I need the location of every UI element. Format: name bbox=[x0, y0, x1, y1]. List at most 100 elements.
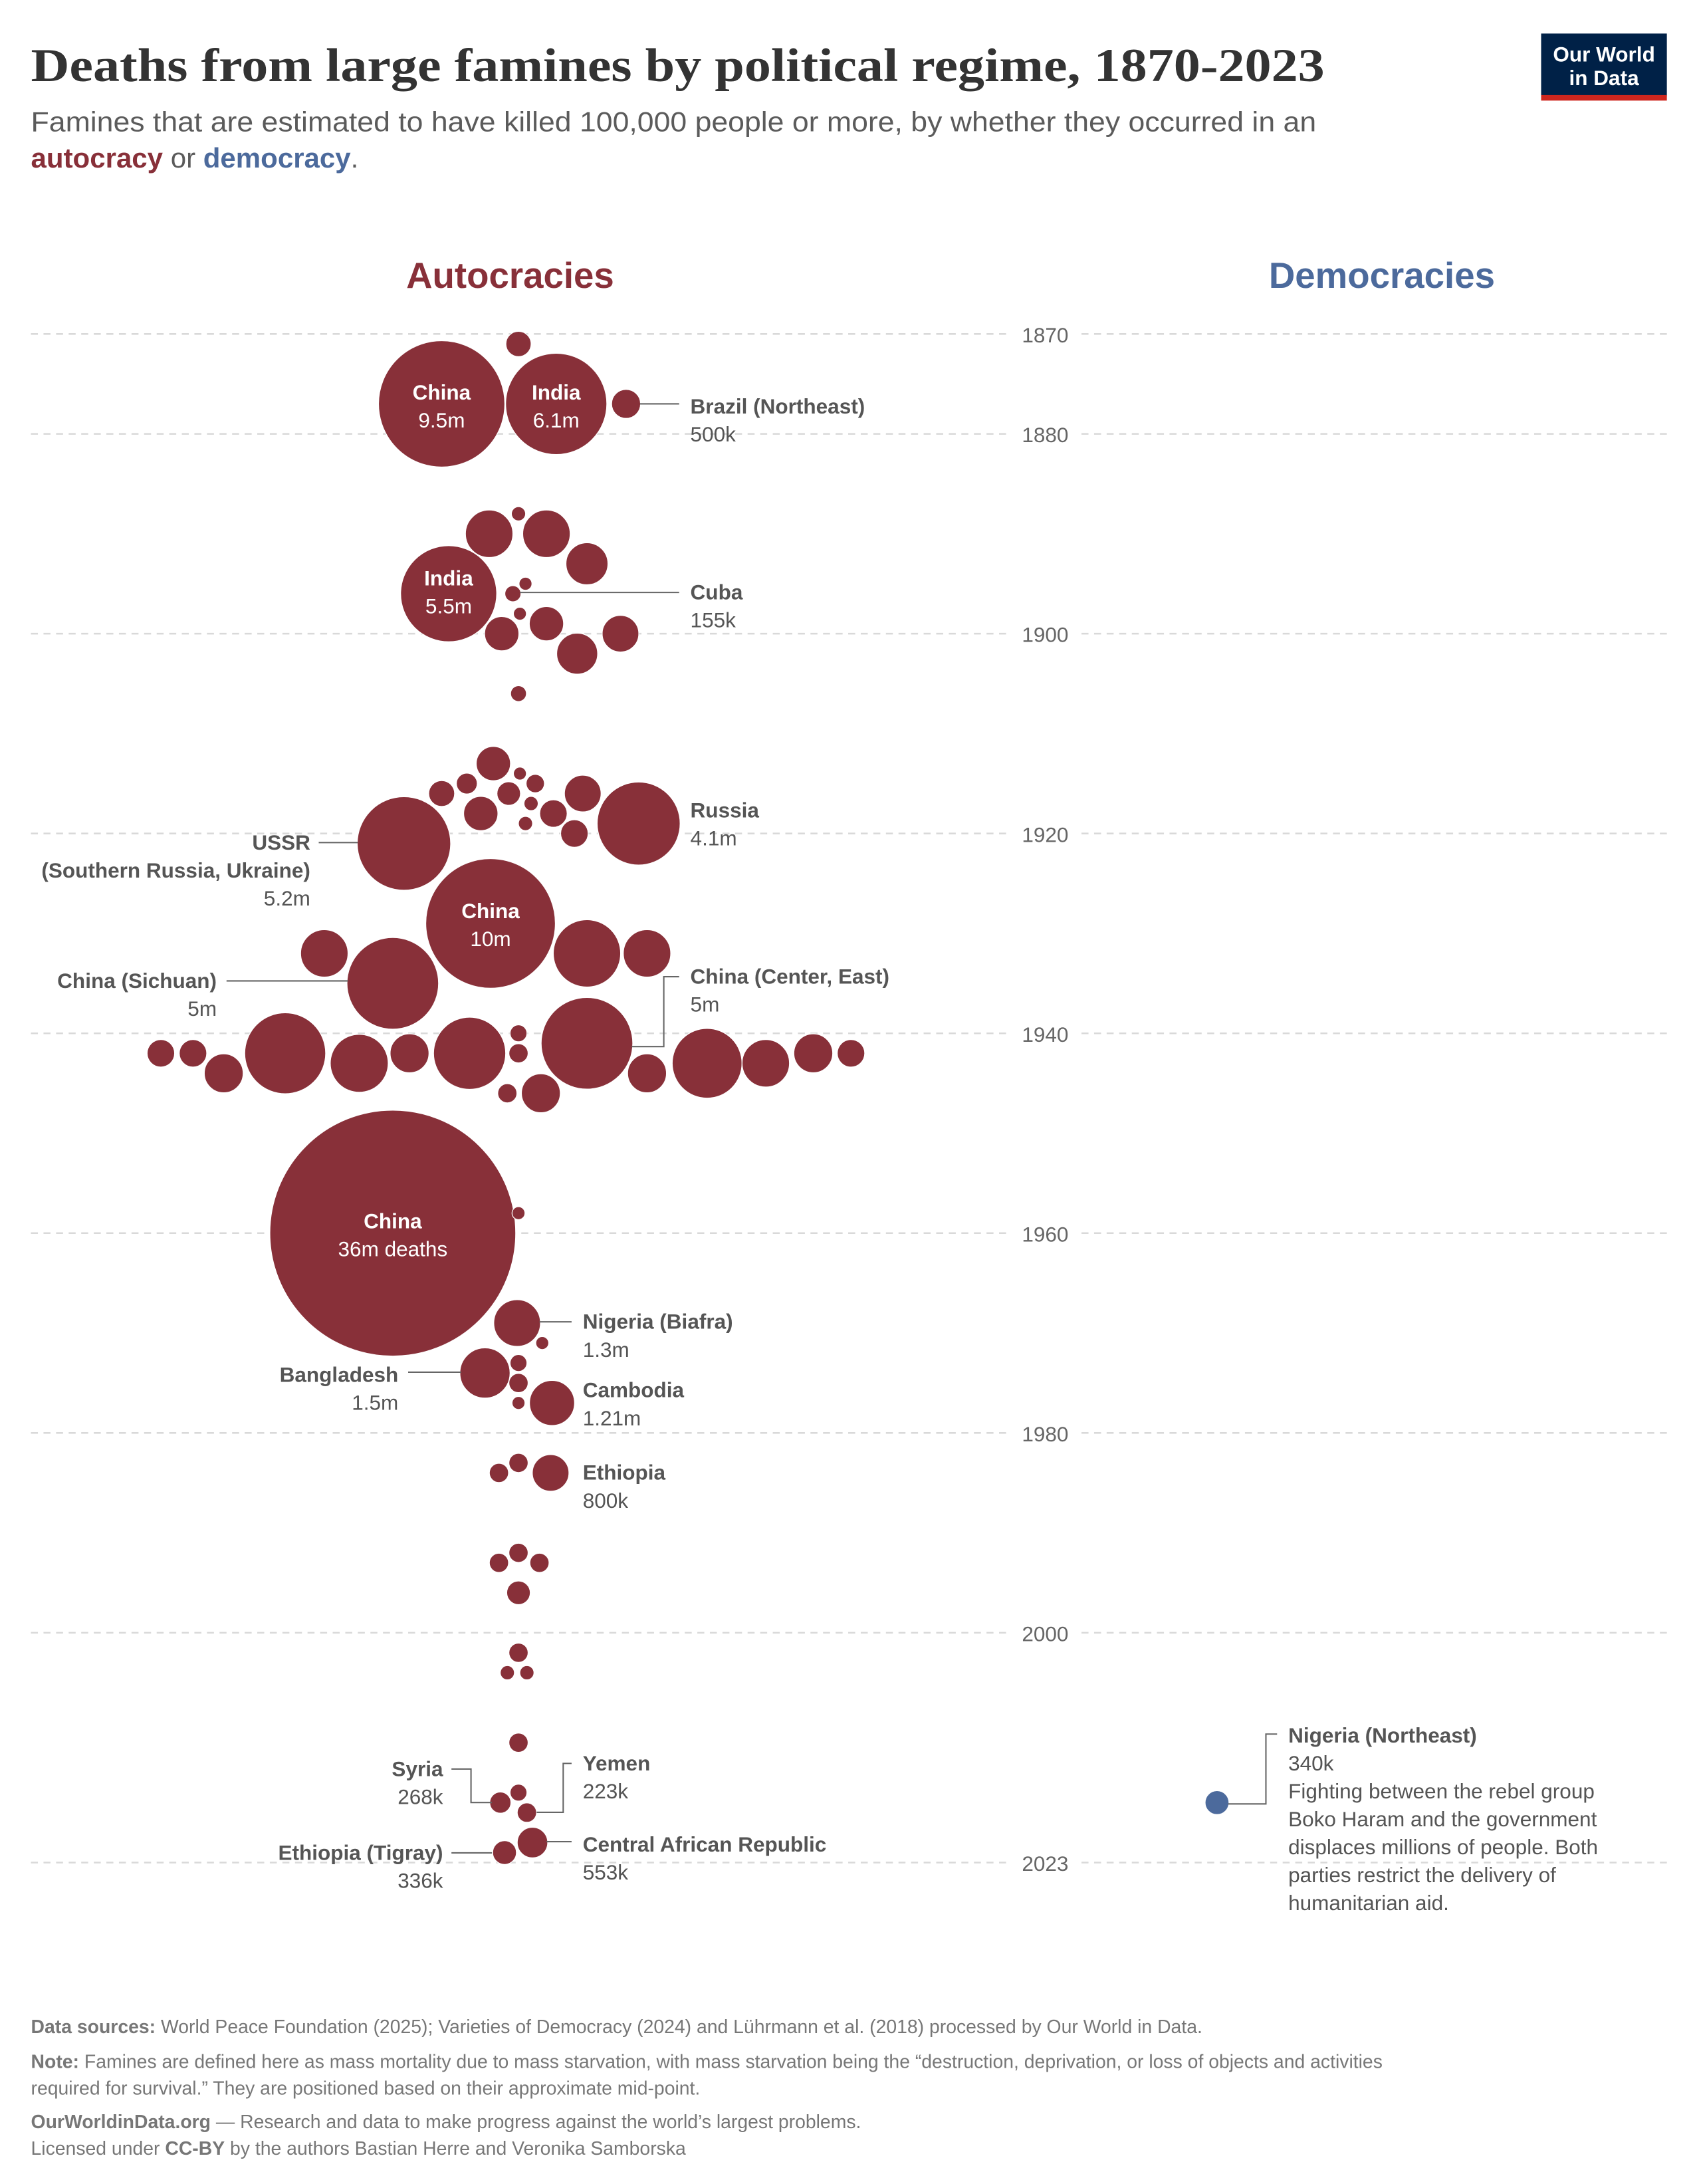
bubble-famine-1992[interactable] bbox=[508, 1542, 529, 1563]
bubble-famine-1993[interactable] bbox=[529, 1552, 550, 1573]
bubble-famine-1943[interactable] bbox=[671, 1028, 742, 1099]
subtitle-period: . bbox=[351, 142, 359, 174]
bubble-famine-1942[interactable] bbox=[433, 1017, 507, 1090]
bubble-famine-1893[interactable] bbox=[565, 542, 609, 586]
bubble-famine-1890[interactable] bbox=[465, 509, 514, 558]
bubble-yemen-2018[interactable] bbox=[516, 1802, 537, 1823]
bubbles bbox=[146, 330, 1230, 1865]
bubble-famine-1958[interactable] bbox=[511, 1206, 526, 1221]
bubble-famine-1977[interactable] bbox=[511, 1395, 526, 1410]
bubble-cambodia-1977[interactable] bbox=[528, 1380, 576, 1426]
bubble-china-1929[interactable] bbox=[425, 858, 556, 989]
annot-ussr-name: USSR bbox=[252, 830, 310, 854]
bubble-famine-2004[interactable] bbox=[519, 1665, 534, 1681]
bubble-famine-1942[interactable] bbox=[793, 1033, 834, 1074]
bubble-famine-1932[interactable] bbox=[552, 919, 622, 988]
bubble-famine-1932[interactable] bbox=[623, 929, 671, 978]
bubble-ussr-1921[interactable] bbox=[356, 796, 451, 891]
bubble-central-african-republic-2021[interactable] bbox=[516, 1826, 548, 1858]
footer-sources: Data sources: World Peace Foundation (20… bbox=[31, 2016, 1202, 2038]
bubble-famine-1871[interactable] bbox=[505, 330, 532, 357]
bubble-china-center-east-1941[interactable] bbox=[540, 997, 633, 1090]
bubble-famine-1890[interactable] bbox=[522, 509, 571, 558]
bubble-famine-1916[interactable] bbox=[564, 775, 602, 812]
leader-lines bbox=[226, 403, 1278, 1854]
bubble-famine-1943[interactable] bbox=[330, 1034, 389, 1093]
bubble-nigeria-biafra-1969[interactable] bbox=[493, 1299, 541, 1347]
bubble-bangladesh-1974[interactable] bbox=[459, 1347, 510, 1399]
logo-line1: Our World bbox=[1553, 42, 1655, 66]
annot-syria-value: 268k bbox=[397, 1784, 443, 1808]
bubble-china-1960[interactable] bbox=[269, 1110, 516, 1357]
bubble-famine-1942[interactable] bbox=[390, 1033, 429, 1074]
bubble-famine-1915[interactable] bbox=[455, 773, 478, 794]
bubble-famine-1915[interactable] bbox=[525, 774, 545, 793]
bubble-famine-1920[interactable] bbox=[560, 819, 589, 848]
bubble-famine-1917[interactable] bbox=[523, 796, 539, 811]
bubble-syria-2017[interactable] bbox=[489, 1791, 512, 1814]
leader-syria bbox=[451, 1768, 493, 1804]
bubble-famine-1984[interactable] bbox=[489, 1463, 509, 1483]
bubble-famine-1943[interactable] bbox=[741, 1038, 790, 1088]
owid-logo[interactable]: Our World in Data bbox=[1541, 33, 1667, 101]
note-label: Note: bbox=[31, 2052, 79, 2073]
bubble-china-1877[interactable] bbox=[378, 340, 506, 468]
bubble-famine-1940[interactable] bbox=[509, 1024, 528, 1042]
bubble-famine-1975[interactable] bbox=[508, 1373, 529, 1394]
bubble-famine-1906[interactable] bbox=[510, 685, 527, 702]
y-tick-label: 1960 bbox=[1022, 1222, 1068, 1246]
bubble-india-1877[interactable] bbox=[505, 352, 608, 455]
license-link[interactable]: CC-BY bbox=[165, 2138, 225, 2159]
bubble-famine-1900[interactable] bbox=[484, 616, 520, 652]
bubble-famine-1942[interactable] bbox=[146, 1038, 175, 1068]
bubble-china-sichuan-1935[interactable] bbox=[346, 937, 439, 1030]
bubble-famine-1916[interactable] bbox=[428, 780, 455, 807]
bubble-famine-1918[interactable] bbox=[463, 796, 499, 832]
bubble-famine-1932[interactable] bbox=[300, 929, 349, 978]
bubble-famine-1942[interactable] bbox=[244, 1012, 326, 1094]
bubble-ethiopia-1984[interactable] bbox=[532, 1454, 570, 1492]
chart-subtitle: Famines that are estimated to have kille… bbox=[31, 106, 1317, 138]
bubble-famine-2002[interactable] bbox=[508, 1642, 529, 1663]
bubble-ethiopia-tigray-2022[interactable] bbox=[492, 1840, 517, 1865]
bubble-famine-1900[interactable] bbox=[602, 614, 639, 653]
bubble-famine-1973[interactable] bbox=[509, 1354, 528, 1372]
y-tick-label: 1940 bbox=[1022, 1023, 1068, 1046]
bubble-russia-1919[interactable] bbox=[596, 781, 681, 866]
bubble-famine-1916[interactable] bbox=[496, 781, 521, 806]
bubble-famine-1895[interactable] bbox=[518, 576, 532, 591]
bubble-famine-1971[interactable] bbox=[535, 1336, 550, 1350]
bubble-famine-1942[interactable] bbox=[836, 1038, 865, 1068]
y-tick-label: 2000 bbox=[1022, 1622, 1068, 1645]
bubble-famine-1983[interactable] bbox=[508, 1453, 529, 1473]
annot-biafra-value: 1.3m bbox=[583, 1338, 629, 1362]
bubble-famine-1993[interactable] bbox=[489, 1552, 509, 1573]
bubble-famine-1946[interactable] bbox=[497, 1083, 518, 1104]
site-link[interactable]: OurWorldinData.org bbox=[31, 2112, 211, 2133]
bubble-famine-1942[interactable] bbox=[508, 1043, 529, 1064]
bubble-india-1896[interactable] bbox=[400, 545, 497, 642]
bubble-famine-1946[interactable] bbox=[520, 1073, 561, 1114]
label-china-1877-value: 9.5m bbox=[418, 408, 465, 432]
bubble-famine-1902[interactable] bbox=[556, 632, 598, 675]
autocracy-keyword: autocracy bbox=[31, 142, 164, 174]
bubble-famine-1944[interactable] bbox=[627, 1053, 667, 1094]
bubble-famine-2011[interactable] bbox=[508, 1733, 529, 1753]
bubble-nigeria-northeast-2017[interactable] bbox=[1204, 1790, 1230, 1815]
bubble-brazil-northeast-1877[interactable] bbox=[611, 389, 641, 419]
bubble-famine-1898[interactable] bbox=[512, 606, 527, 621]
bubble-famine-1914[interactable] bbox=[512, 767, 527, 781]
bubble-famine-1944[interactable] bbox=[203, 1053, 244, 1094]
bubble-cuba-1896[interactable] bbox=[504, 585, 522, 602]
bubble-famine-2004[interactable] bbox=[499, 1665, 515, 1681]
bubble-famine-2016[interactable] bbox=[509, 1783, 528, 1802]
bubble-famine-1913[interactable] bbox=[475, 746, 511, 781]
annot-tigray-name: Ethiopia (Tigray) bbox=[278, 1840, 443, 1864]
bubble-famine-1996[interactable] bbox=[506, 1580, 531, 1606]
bubble-famine-1918[interactable] bbox=[539, 799, 568, 828]
column-header-democracies: Democracies bbox=[1269, 255, 1495, 296]
bubble-famine-1919[interactable] bbox=[518, 816, 533, 831]
bubble-famine-1942[interactable] bbox=[179, 1038, 207, 1068]
bubble-famine-1888[interactable] bbox=[510, 506, 526, 522]
bubble-famine-1899[interactable] bbox=[528, 606, 564, 642]
